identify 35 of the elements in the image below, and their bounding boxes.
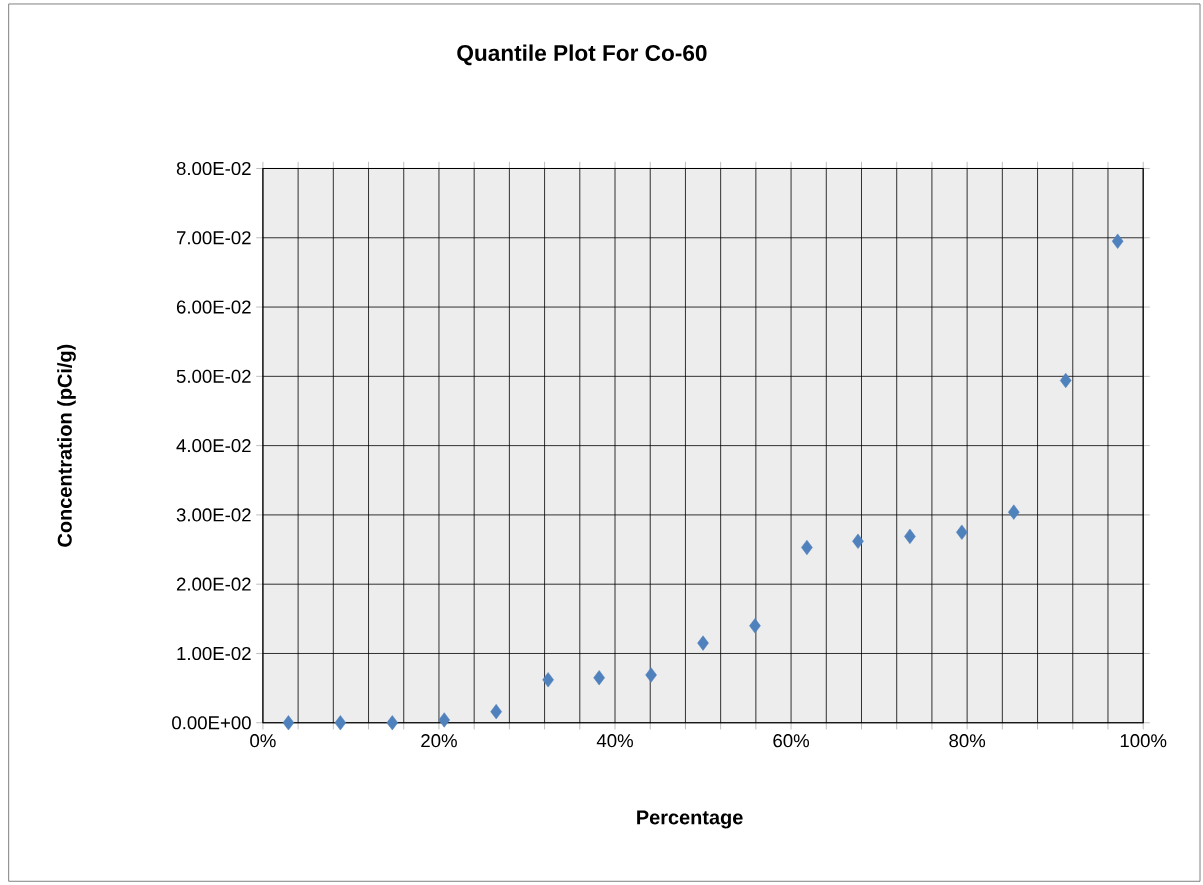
point	[904, 528, 916, 544]
point	[697, 635, 709, 651]
x-tick-label: 60%	[773, 733, 810, 748]
y-tick-label: 2.00E-02	[176, 577, 251, 591]
y-tick-label: 3.00E-02	[176, 508, 251, 522]
y-axis-title: Concentration (pCi/g)	[57, 344, 76, 547]
point	[542, 672, 554, 688]
point	[490, 703, 502, 720]
point	[593, 670, 605, 686]
point	[749, 618, 761, 634]
point	[282, 715, 295, 731]
y-tick-label: 6.00E-02	[176, 300, 251, 314]
x-tick-label: 100%	[1120, 733, 1167, 748]
point	[1111, 233, 1124, 249]
point	[852, 533, 864, 549]
point	[386, 715, 399, 731]
y-tick-label: 5.00E-02	[176, 369, 251, 383]
point	[438, 712, 450, 728]
x-tick-label: 80%	[949, 733, 986, 748]
x-axis-title: Percentage	[637, 810, 743, 829]
point	[645, 667, 657, 683]
y-tick-label: 1.00E-02	[177, 646, 251, 660]
x-tick-label: 20%	[421, 733, 457, 748]
y-tick-label: 0.00E+00	[172, 716, 251, 730]
x-tick-label: 0%	[250, 733, 276, 748]
y-tick-label: 8.00E-02	[176, 161, 251, 175]
x-tick-label: 40%	[596, 733, 633, 748]
y-tick-label: 7.00E-02	[176, 231, 251, 245]
chart-title: Quantile Plot For Co-60	[457, 44, 707, 66]
y-tick-label: 4.00E-02	[176, 438, 251, 453]
point	[801, 539, 813, 555]
point	[1059, 372, 1072, 388]
point	[956, 524, 968, 540]
point	[334, 715, 347, 731]
point	[1008, 504, 1020, 520]
